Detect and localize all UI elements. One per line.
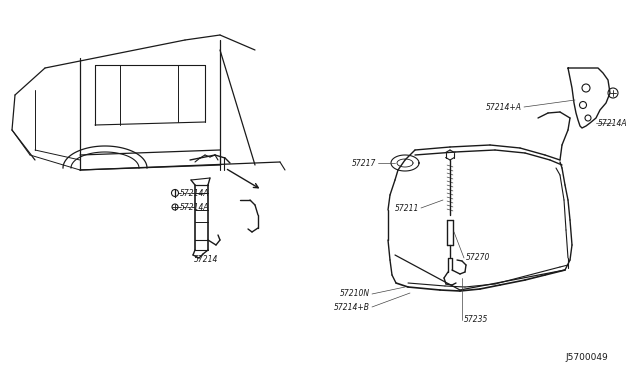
Text: 57235: 57235 — [464, 315, 488, 324]
Text: 57214A: 57214A — [180, 189, 210, 198]
Text: 57211: 57211 — [395, 203, 419, 212]
Text: 57214+B: 57214+B — [334, 302, 370, 311]
Text: 57214A: 57214A — [180, 202, 210, 212]
Text: J5700049: J5700049 — [565, 353, 608, 362]
Text: 57217: 57217 — [351, 158, 376, 167]
Text: 57214+A: 57214+A — [486, 103, 522, 112]
Text: 57214A: 57214A — [598, 119, 628, 128]
Text: 57214: 57214 — [194, 256, 218, 264]
Text: 57210N: 57210N — [340, 289, 370, 298]
Text: 57270: 57270 — [466, 253, 490, 263]
